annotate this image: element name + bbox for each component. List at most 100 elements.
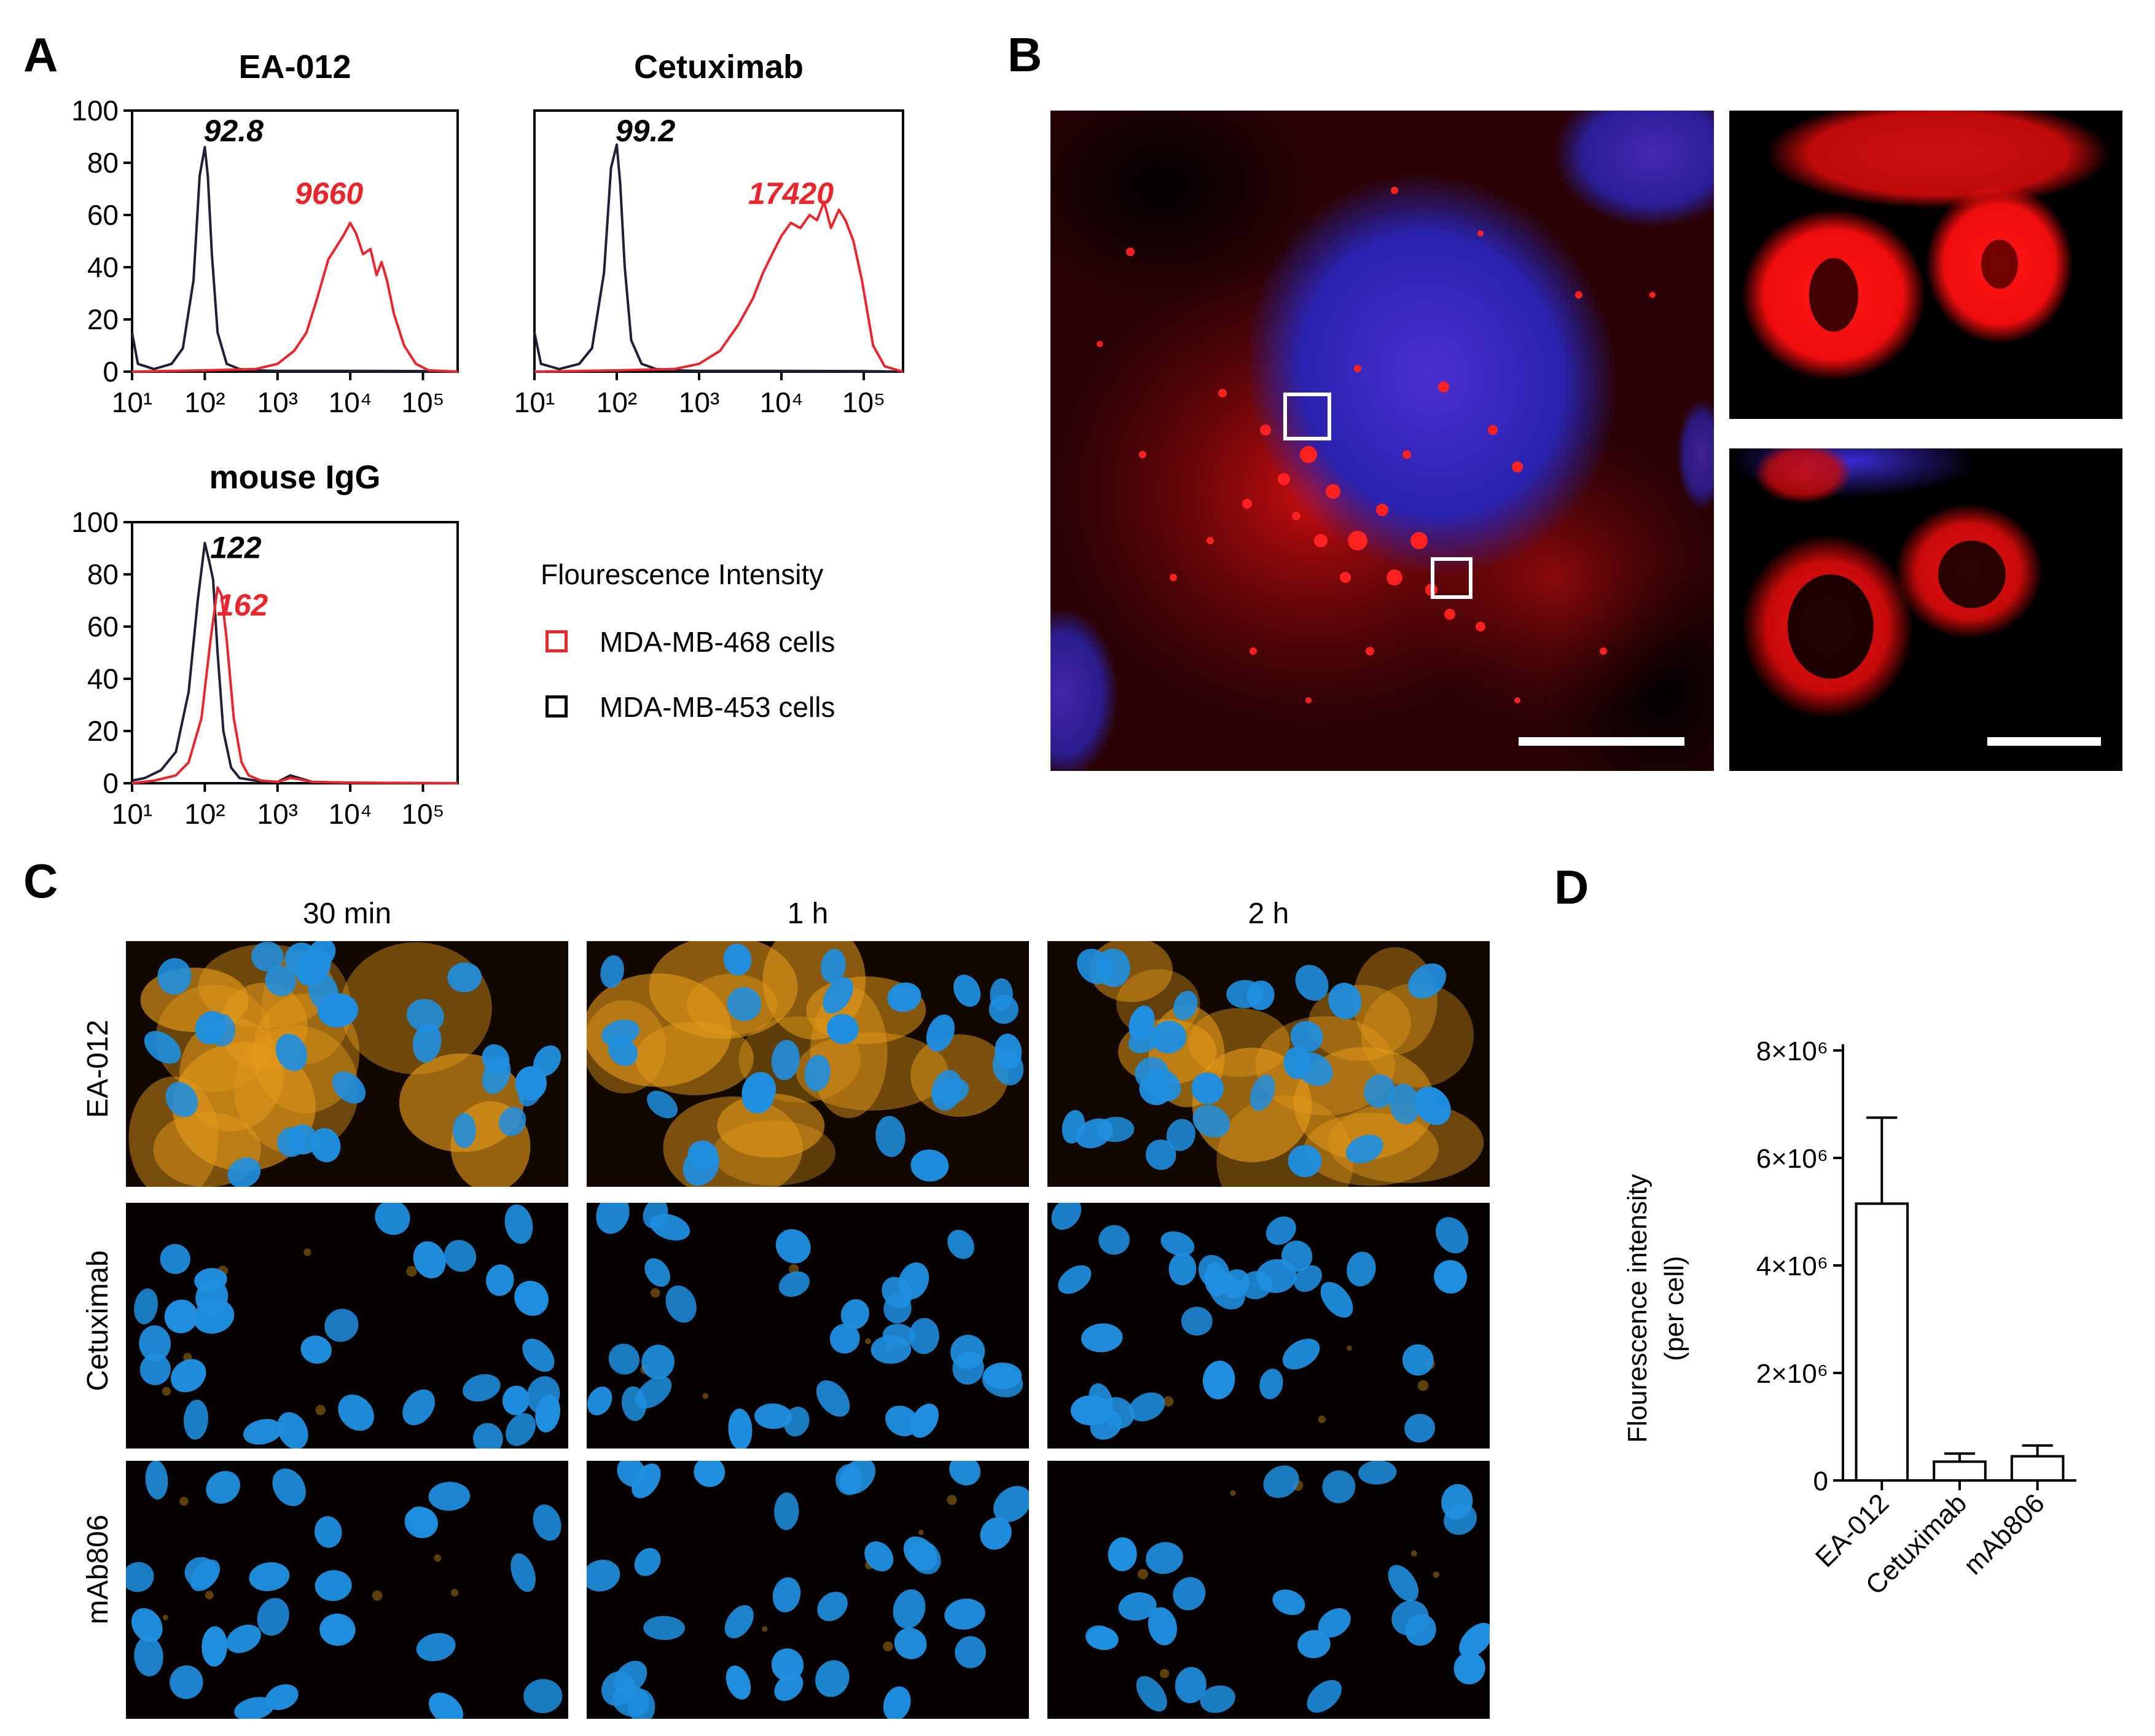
nucleus [145,1461,168,1499]
x-tick-label: 10² [596,386,637,418]
y-axis-label-line: (per cell) [1659,1256,1689,1361]
nucleus [1173,1577,1206,1611]
nucleus [533,1045,561,1077]
membrane-signal [796,1032,948,1111]
bar-chart-fluorescence: 0 2×10⁶ 4×10⁶ 6×10⁶ 8×10⁶ Flourescence intens… [1622,1036,2076,1601]
nucleus [608,1037,638,1066]
plot-frame [131,109,459,373]
nucleus [1404,1413,1436,1443]
nucleus [723,944,752,976]
membrane-signal [1417,1380,1429,1391]
nucleus [251,941,284,972]
y-tick-label: 40 [87,251,119,283]
nucleus [126,1562,154,1592]
nucleus [728,1408,753,1449]
nucleus [1098,1225,1130,1255]
row-label-mab806: mAb806 [82,1514,114,1625]
nucleus [601,1671,635,1707]
nucleus [498,1106,526,1136]
nucleus [1070,1395,1112,1426]
nucleus [1097,1117,1135,1142]
nucleus [1402,1344,1434,1376]
nucleus [193,1299,235,1334]
membrane-signal [163,1614,168,1621]
legend-title: Flourescence Intensity [541,558,824,590]
nucleus [1388,1565,1419,1601]
nucleus [404,1506,438,1538]
nucleus [815,1660,850,1697]
nucleus [1151,1020,1187,1054]
nucleus [694,1461,726,1487]
nucleus [201,1626,228,1667]
legend-swatch-mda-mb-453 [546,695,568,717]
nucleus [887,982,921,1012]
nucleus [1226,980,1264,1009]
nucleus [1259,1369,1283,1399]
nucleus [955,1636,986,1668]
nucleus [1294,1265,1322,1292]
membrane-signal [205,1590,214,1600]
nucleus [308,972,339,1011]
nucleus [1191,1072,1224,1105]
nucleus [993,1485,1029,1522]
nucleus [775,1229,811,1264]
microscopy-tile-canvas [126,1203,568,1449]
nucleus [206,1471,240,1504]
nucleus [587,1386,612,1415]
nucleus [1320,1281,1353,1318]
nucleus [338,1394,374,1431]
nucleus [1414,1086,1451,1125]
microscopy-tile [587,1461,1029,1719]
nucleus [898,1262,929,1300]
nucleus [1265,1216,1296,1245]
nucleus [413,1241,446,1278]
nucleus [992,1048,1024,1085]
nucleus [953,974,981,1007]
nucleus [1358,1461,1397,1485]
membrane-signal [1347,1345,1352,1351]
histogram-annotation: 92.8 [204,114,264,148]
panel-label-c: C [23,854,58,908]
nucleus [1459,1622,1490,1657]
membrane-signal [1361,983,1474,1088]
nucleus [1405,1614,1436,1646]
nucleus [1051,1203,1082,1230]
membrane-signal [635,1022,754,1095]
nucleus [1173,990,1198,1020]
x-tick-label: 10³ [257,386,298,418]
x-tick-label: 10² [184,798,225,830]
nucleus [234,1697,275,1719]
x-tick-label: 10⁴ [329,798,372,830]
nucleus [510,1553,536,1592]
microscopy-tile-canvas [126,1461,568,1719]
nucleus [300,1335,332,1364]
nucleus [1148,1607,1177,1646]
histogram-annotation: 162 [217,588,268,622]
nucleus [1168,1253,1197,1286]
nucleus [627,1689,655,1719]
nucleus [139,1325,171,1362]
nucleus [310,1128,341,1163]
nucleus [1441,1484,1473,1520]
nucleus [165,1082,198,1117]
y-axis-label: Flourescence intensity (per cell) [1622,1174,1689,1443]
nucleus [600,955,624,988]
nucleus [131,1608,163,1643]
nucleus [596,1203,630,1234]
nucleus [883,1293,912,1324]
microscopy-tile [1047,1203,1490,1449]
nucleus [772,1577,801,1613]
microscopy-tile-canvas [587,1461,1029,1719]
membrane-signal [315,1405,326,1415]
y-tick-label: 2×10⁶ [1756,1359,1828,1389]
nucleus [1108,1537,1137,1571]
nucleus [1118,1592,1157,1621]
nucleus [1364,1074,1396,1108]
nucleus [864,1541,894,1571]
y-tick-label: 6×10⁶ [1756,1144,1828,1174]
x-tick-label: 10¹ [516,386,555,418]
nucleus [1288,1144,1322,1178]
histogram-annotation: 17420 [748,176,834,211]
membrane-signal [434,1554,442,1562]
row-label-ea012: EA-012 [82,1019,114,1119]
